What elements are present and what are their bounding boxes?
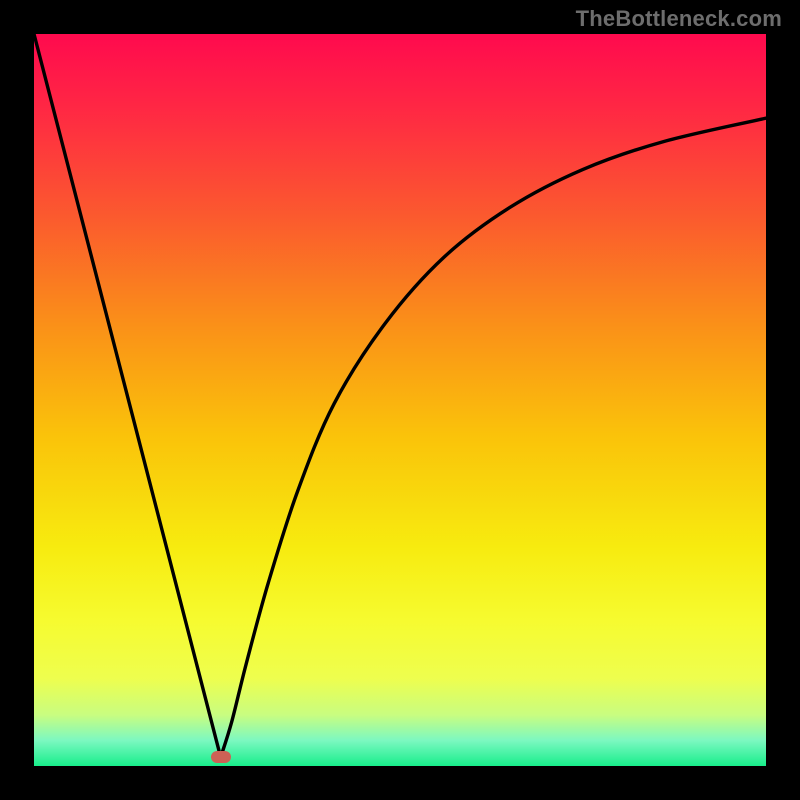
chart-frame: TheBottleneck.com [0,0,800,800]
optimal-point-marker [211,751,231,763]
plot-area [34,34,766,766]
bottleneck-curve [34,34,766,766]
curve-left-segment [34,34,221,757]
watermark-text: TheBottleneck.com [576,6,782,32]
curve-right-segment [221,118,766,757]
